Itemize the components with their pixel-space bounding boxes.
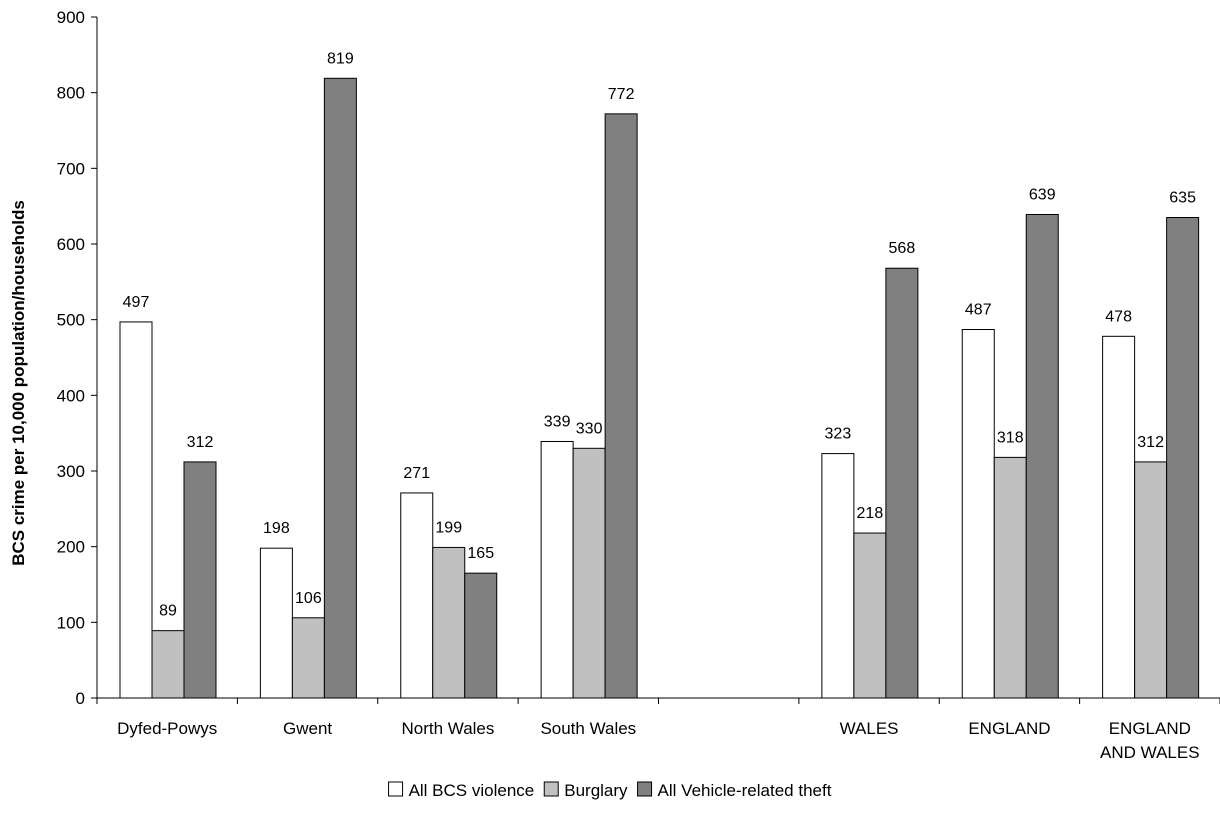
axes: 0 100 200 300 400 500 600 700 800 900 Dyfed-Powys G… bbox=[57, 8, 1220, 762]
legend-label: All Vehicle-related theft bbox=[658, 781, 832, 800]
bar bbox=[604, 113, 638, 699]
data-label: 772 bbox=[608, 86, 635, 103]
data-label: 487 bbox=[965, 302, 992, 319]
bars bbox=[119, 77, 1200, 699]
data-label: 318 bbox=[997, 429, 1024, 446]
x-tick-label: Dyfed-Powys bbox=[117, 719, 217, 738]
bar bbox=[993, 456, 1027, 699]
bar bbox=[853, 532, 887, 699]
data-label: 639 bbox=[1029, 186, 1056, 203]
y-tick-label: 900 bbox=[57, 8, 85, 27]
bar bbox=[151, 630, 185, 699]
bar bbox=[1134, 461, 1168, 699]
data-label: 478 bbox=[1105, 308, 1132, 325]
data-labels: 497 198 271 339 323 487 478 89 106 199 330 218 318 31… bbox=[123, 50, 1196, 619]
data-label: 198 bbox=[263, 520, 290, 537]
y-tick-label: 500 bbox=[57, 311, 85, 330]
x-tick-label: ENGLAND bbox=[1109, 719, 1191, 738]
bar bbox=[259, 547, 293, 699]
data-label: 165 bbox=[467, 545, 494, 562]
legend-label: All BCS violence bbox=[409, 781, 535, 800]
y-tick-label: 600 bbox=[57, 235, 85, 254]
data-label: 339 bbox=[544, 413, 571, 430]
y-tick-label: 400 bbox=[57, 386, 85, 405]
y-tick-label: 800 bbox=[57, 84, 85, 103]
data-label: 106 bbox=[295, 590, 322, 607]
data-label: 199 bbox=[435, 519, 462, 536]
bar bbox=[464, 572, 498, 699]
x-tick-label: Gwent bbox=[283, 719, 332, 738]
data-label: 568 bbox=[889, 240, 916, 257]
y-tick-label: 0 bbox=[76, 689, 85, 708]
bar bbox=[885, 267, 919, 699]
y-tick-label: 100 bbox=[57, 613, 85, 632]
bar bbox=[1166, 217, 1200, 699]
x-tick-label: South Wales bbox=[540, 719, 636, 738]
legend: All BCS violence Burglary All Vehicle-rela… bbox=[388, 781, 832, 800]
y-tick-label: 200 bbox=[57, 538, 85, 557]
bar bbox=[572, 447, 606, 699]
legend-swatch bbox=[637, 781, 653, 797]
legend-label: Burglary bbox=[564, 781, 628, 800]
bar bbox=[1102, 335, 1136, 699]
bar bbox=[432, 546, 466, 699]
data-label: 819 bbox=[327, 50, 354, 67]
legend-swatch bbox=[388, 781, 404, 797]
data-label: 635 bbox=[1169, 190, 1196, 207]
y-tick-label: 300 bbox=[57, 462, 85, 481]
data-label: 312 bbox=[1137, 434, 1164, 451]
bar bbox=[821, 453, 855, 699]
y-tick-label: 700 bbox=[57, 159, 85, 178]
y-axis-title: BCS crime per 10,000 population/househol… bbox=[9, 200, 28, 566]
data-label: 323 bbox=[825, 426, 852, 443]
bar bbox=[291, 617, 325, 699]
data-label: 497 bbox=[123, 294, 150, 311]
x-tick-label: WALES bbox=[840, 719, 899, 738]
bar bbox=[1025, 213, 1059, 699]
data-label: 330 bbox=[576, 420, 603, 437]
bar bbox=[323, 77, 357, 699]
legend-swatch bbox=[543, 781, 559, 797]
bar bbox=[183, 461, 217, 699]
bar bbox=[540, 440, 574, 699]
bar bbox=[119, 321, 153, 699]
data-label: 312 bbox=[187, 434, 214, 451]
data-label: 89 bbox=[159, 603, 177, 620]
data-label: 218 bbox=[857, 505, 884, 522]
bar bbox=[961, 329, 995, 699]
x-tick-label: North Wales bbox=[401, 719, 494, 738]
x-tick-label: AND WALES bbox=[1100, 743, 1200, 762]
x-tick-label: ENGLAND bbox=[968, 719, 1050, 738]
bar bbox=[400, 492, 434, 699]
data-label: 271 bbox=[403, 465, 430, 482]
